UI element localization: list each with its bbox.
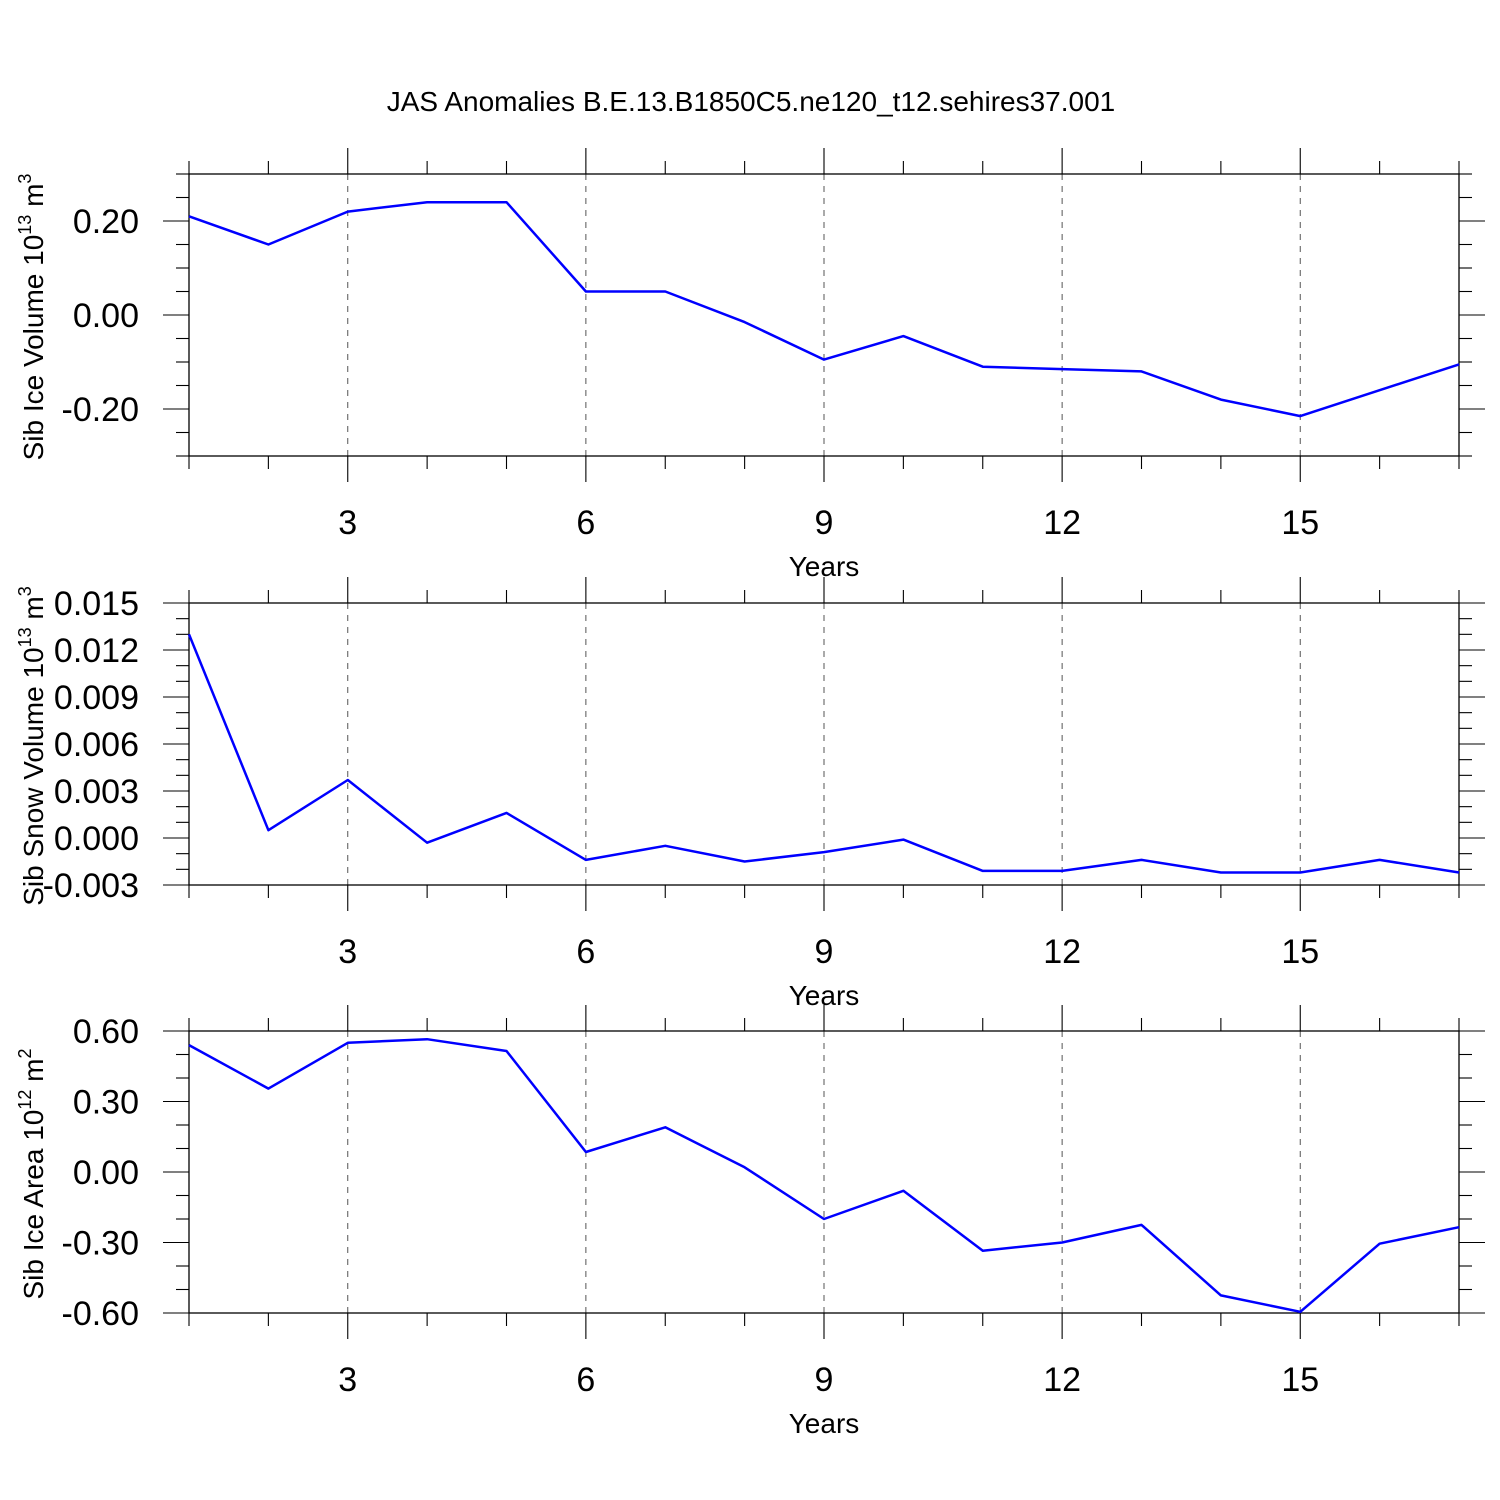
y-tick-label: 0.000 (54, 820, 139, 858)
x-tick-label-3: 3 (338, 933, 357, 971)
panel-ice-volume: 3 6 9 12 15 0.20 0.00 -0.20 Years Sib Ice Volu… (15, 148, 1485, 582)
y-tick-label: -0.20 (62, 391, 140, 429)
y-tick-labels: 0.015 0.012 0.009 0.006 0.003 0.000 -0.003 (43, 585, 139, 905)
x-tick-labels: 3 6 9 12 15 (338, 504, 1319, 542)
series-line (188, 200, 1460, 418)
x-tick-label-15: 15 (1281, 1361, 1319, 1399)
x-tick-labels: 3 6 9 12 15 (338, 1361, 1319, 1399)
x-tick-label-6: 6 (576, 933, 595, 971)
x-tick-label-3: 3 (338, 504, 357, 542)
plot-frame (188, 173, 1460, 457)
y-axis-title-exponent: 13 (15, 215, 35, 235)
y-tick-label: 0.012 (54, 632, 139, 670)
y-tick-labels: 0.20 0.00 -0.20 (62, 203, 140, 429)
x-ticks (188, 148, 1460, 482)
series-line (188, 1037, 1460, 1314)
x-axis-title: Years (789, 1408, 860, 1439)
y-axis-title: Sib Ice Area 1012 m2 (15, 1048, 49, 1299)
figure-title: JAS Anomalies B.E.13.B1850C5.ne120_t12.s… (387, 86, 1116, 117)
x-tick-label-12: 12 (1043, 1361, 1081, 1399)
series-line (187, 633, 1460, 874)
y-axis-title-unit: m (18, 596, 49, 627)
y-axis-title: Sib Snow Volume 1013 m3 (15, 586, 49, 906)
y-axis-title-unit: m (18, 1058, 49, 1089)
y-tick-label: 0.00 (73, 297, 139, 335)
x-ticks (188, 1005, 1460, 1339)
x-tick-label-12: 12 (1043, 933, 1081, 971)
plot-frame (188, 602, 1460, 886)
y-axis-title-unit-exponent: 3 (15, 586, 35, 596)
y-tick-label: 0.009 (54, 679, 139, 717)
y-tick-label: 0.30 (73, 1084, 139, 1122)
x-ticks (188, 577, 1460, 911)
y-tick-label: -0.003 (43, 867, 139, 905)
panel-ice-area: 3 6 9 12 15 0.60 0.30 0.00 -0.30 -0.60 Years Sib… (15, 1005, 1485, 1439)
grid-lines (347, 603, 1301, 885)
y-tick-label: -0.30 (62, 1225, 140, 1263)
x-tick-label-9: 9 (815, 1361, 834, 1399)
y-axis-title-unit-exponent: 3 (15, 174, 35, 184)
y-tick-label: 0.00 (73, 1154, 139, 1192)
y-tick-label: 0.20 (73, 203, 139, 241)
y-axis-title: Sib Ice Volume 1013 m3 (15, 174, 49, 461)
y-axis-title-text: Sib Ice Area 10 (18, 1110, 49, 1300)
y-tick-label: 0.006 (54, 726, 139, 764)
x-axis-title: Years (789, 551, 860, 582)
x-tick-label-15: 15 (1281, 504, 1319, 542)
x-tick-label-3: 3 (338, 1361, 357, 1399)
y-tick-label: -0.60 (62, 1295, 140, 1333)
x-tick-label-6: 6 (576, 504, 595, 542)
y-ticks (163, 1030, 1485, 1314)
y-axis-title-exponent: 12 (15, 1090, 35, 1110)
y-axis-title-unit: m (18, 184, 49, 215)
x-tick-labels: 3 6 9 12 15 (338, 933, 1319, 971)
plot-frame (188, 1030, 1460, 1314)
y-axis-title-exponent: 13 (15, 627, 35, 647)
y-axis-title-text: Sib Snow Volume 10 (18, 647, 49, 905)
panel-snow-volume: 3 6 9 12 15 0.015 0.012 0.009 0.006 0.003 0.000 -0… (15, 577, 1485, 1011)
x-tick-label-12: 12 (1043, 504, 1081, 542)
y-tick-label: 0.60 (73, 1013, 139, 1051)
y-ticks (163, 602, 1485, 886)
y-tick-label: 0.015 (54, 585, 139, 623)
x-tick-label-9: 9 (815, 933, 834, 971)
y-tick-labels: 0.60 0.30 0.00 -0.30 -0.60 (62, 1013, 140, 1333)
y-ticks (163, 173, 1485, 457)
grid-lines (347, 174, 1301, 456)
x-tick-label-15: 15 (1281, 933, 1319, 971)
y-axis-title-unit-exponent: 2 (15, 1048, 35, 1058)
x-tick-label-9: 9 (815, 504, 834, 542)
y-tick-label: 0.003 (54, 773, 139, 811)
x-tick-label-6: 6 (576, 1361, 595, 1399)
grid-lines (347, 1031, 1301, 1313)
y-axis-title-text: Sib Ice Volume 10 (18, 235, 49, 461)
